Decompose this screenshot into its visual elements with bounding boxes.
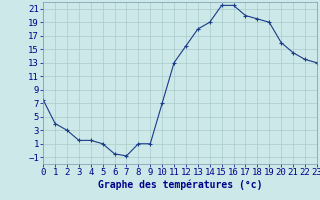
X-axis label: Graphe des températures (°c): Graphe des températures (°c)	[98, 180, 262, 190]
